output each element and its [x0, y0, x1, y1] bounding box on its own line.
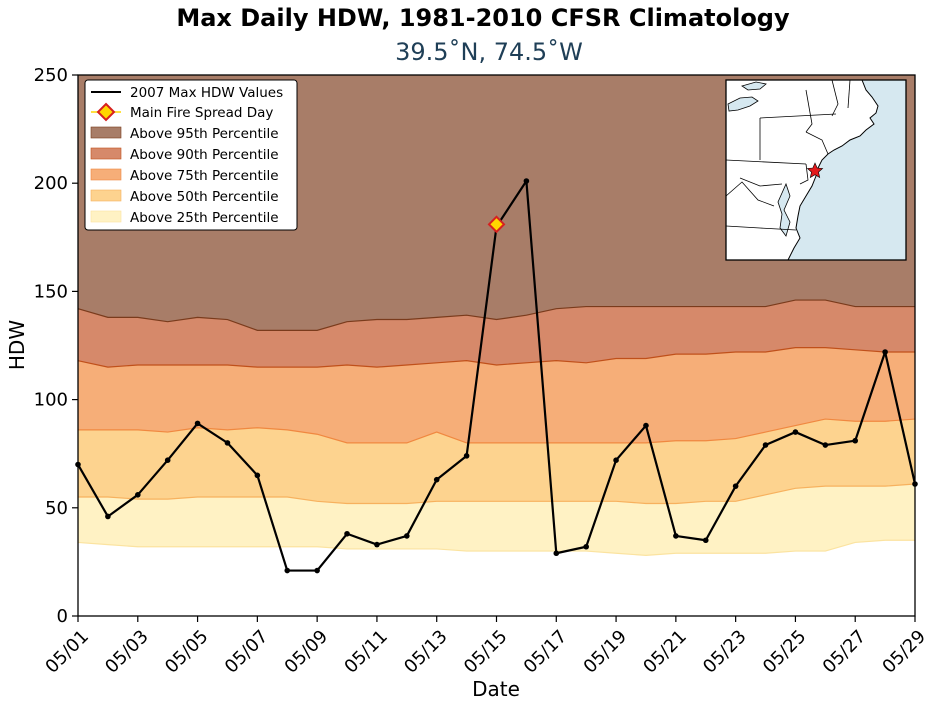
x-tick-label: 05/15: [460, 626, 512, 678]
x-tick-label: 05/03: [101, 626, 153, 678]
percentile-50-line: [78, 483, 916, 505]
x-tick-label: 05/07: [221, 626, 273, 678]
y-tick-label: 200: [34, 173, 68, 194]
inset-map-borders: [725, 79, 851, 231]
data-point: [374, 541, 380, 548]
inset-map-frame: [725, 79, 907, 261]
legend-swatch-p90: [90, 147, 122, 160]
x-tick-label: 05/17: [520, 626, 572, 678]
legend-entry-series: 2007 Max HDW Values: [130, 85, 283, 101]
legend-diamond-marker: [96, 102, 116, 122]
data-point: [762, 442, 769, 448]
band-above-50th: [78, 419, 915, 504]
chart-title: Max Daily HDW, 1981-2010 CFSR Climatolog…: [176, 4, 790, 32]
x-tick-label: 05/27: [819, 626, 871, 678]
legend-entry-p25: Above 25th Percentile: [130, 210, 279, 226]
legend-entry-p75: Above 75th Percentile: [130, 168, 279, 184]
legend-entry-p50: Above 50th Percentile: [130, 189, 279, 205]
data-point: [852, 437, 859, 444]
data-point: [314, 567, 320, 574]
data-point: [673, 533, 679, 539]
data-point: [105, 513, 111, 520]
data-point: [224, 440, 231, 446]
percentile-75-line: [78, 418, 916, 444]
data-point: [583, 543, 589, 550]
legend-entry-p90: Above 90th Percentile: [130, 147, 279, 163]
data-point: [822, 442, 829, 448]
data-point: [613, 457, 619, 463]
y-axis-label: HDW: [5, 320, 29, 370]
legend-box: [84, 79, 298, 231]
data-point: [553, 550, 560, 557]
data-point: [404, 533, 410, 539]
data-point: [433, 476, 440, 483]
x-tick-label: 05/13: [400, 626, 452, 678]
legend-entry-p95: Above 95th Percentile: [130, 126, 279, 142]
x-tick-label: 05/09: [281, 626, 333, 678]
data-point: [732, 483, 739, 489]
x-tick-label: 05/21: [639, 626, 691, 678]
inset-map-land: [725, 79, 879, 261]
legend-entry-fire-day: Main Fire Spread Day: [130, 105, 273, 121]
data-point: [254, 472, 261, 479]
data-point: [643, 422, 649, 429]
y-tick-label: 50: [45, 498, 68, 519]
legend-swatch-p50: [90, 189, 122, 202]
band-above-90th: [78, 300, 915, 368]
x-tick-label: 05/25: [759, 626, 811, 678]
y-tick-label: 250: [34, 65, 68, 86]
percentile-90-line: [77, 347, 915, 368]
x-tick-label: 05/01: [41, 626, 93, 678]
data-point: [194, 420, 201, 427]
y-tick-label: 150: [34, 281, 68, 302]
data-point: [344, 530, 350, 537]
x-tick-label: 05/19: [580, 626, 632, 678]
inset-map-bay: [777, 182, 791, 237]
y-tick-label: 0: [57, 606, 68, 627]
legend-swatch-p95: [90, 126, 122, 139]
data-point: [164, 457, 171, 463]
inset-map-lake: [727, 96, 759, 112]
x-tick-label: 05/11: [340, 626, 392, 678]
x-axis-label: Date: [472, 677, 520, 701]
data-point: [882, 349, 888, 355]
legend: 2007 Max HDW Values Main Fire Spread Day…: [84, 79, 298, 231]
percentile-25-line: [77, 539, 915, 557]
y-tick-label: 100: [34, 390, 68, 411]
percentile-95-line: [77, 299, 915, 331]
inset-map-lake-2: [741, 81, 767, 91]
x-tick-label: 05/29: [878, 626, 930, 678]
legend-swatch-p25: [90, 210, 122, 223]
legend-swatch-p75: [90, 168, 122, 181]
data-point: [523, 178, 530, 184]
data-point: [463, 453, 470, 459]
chart-subtitle: 39.5˚N, 74.5˚W: [395, 38, 583, 66]
inset-map: [725, 79, 907, 261]
data-point: [702, 537, 709, 544]
x-tick-label: 05/23: [699, 626, 751, 678]
data-point: [134, 492, 141, 498]
band-above-75th: [78, 347, 915, 443]
x-tick-label: 05/05: [161, 626, 213, 678]
location-star-marker: [806, 162, 824, 179]
fire-spread-marker: [487, 215, 506, 234]
data-point: [792, 429, 799, 435]
data-point: [284, 567, 291, 574]
